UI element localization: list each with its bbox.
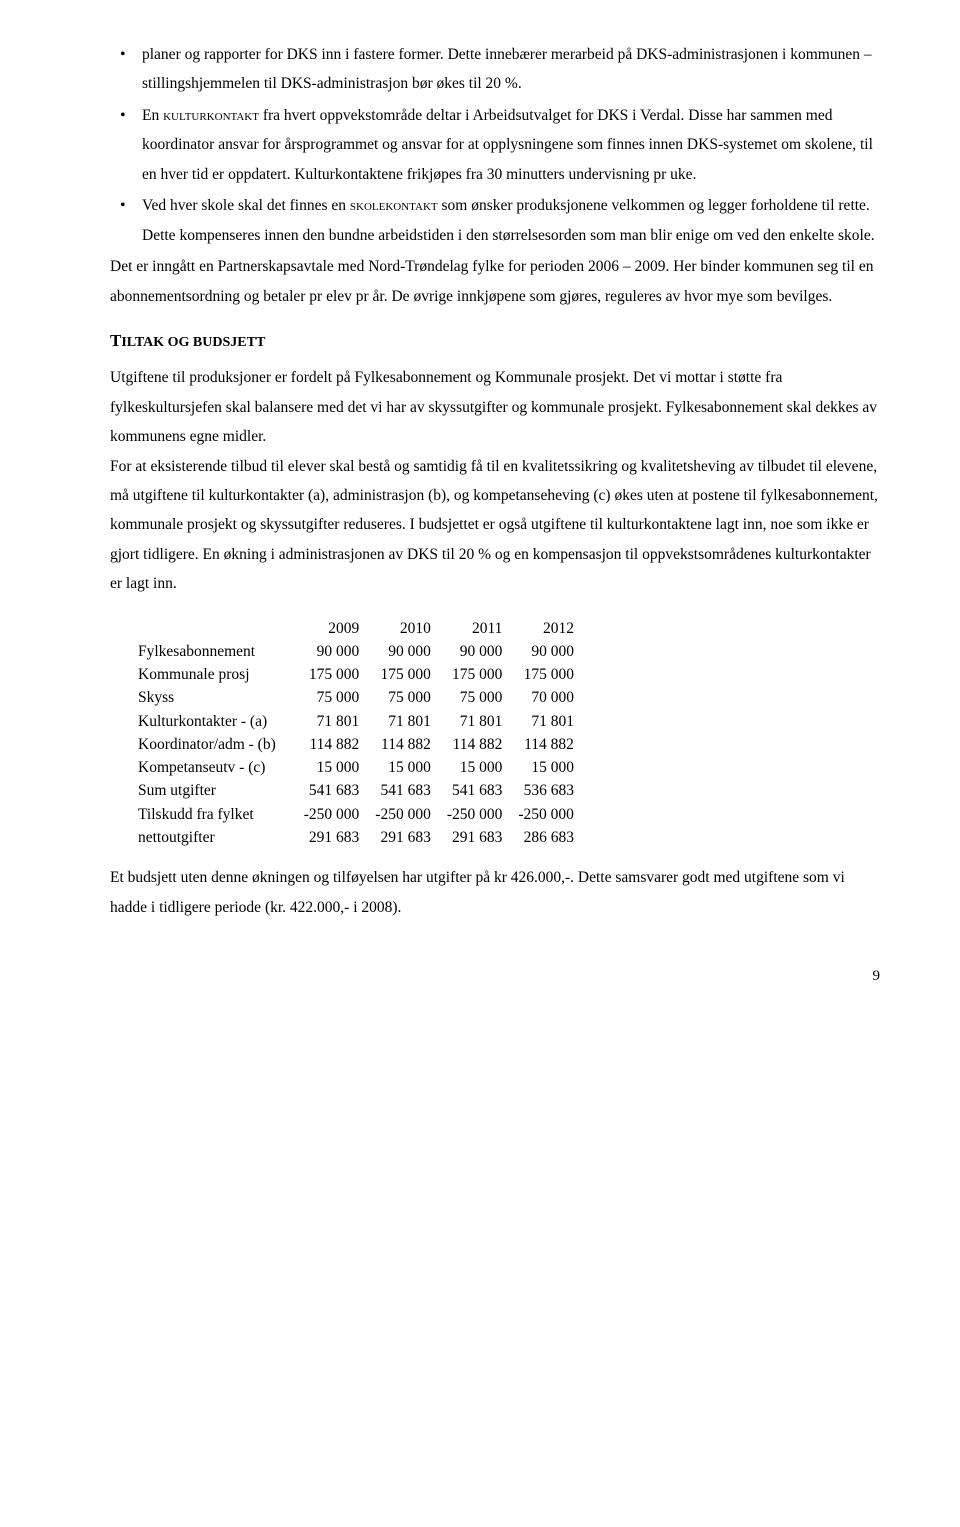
table-cell: 71 801 <box>296 710 368 733</box>
table-cell: nettoutgifter <box>138 826 296 849</box>
table-cell: 175 000 <box>439 663 511 686</box>
table-header-cell <box>138 617 296 640</box>
smallcaps-text: skolekontakt <box>350 197 438 214</box>
table-cell: 175 000 <box>296 663 368 686</box>
table-cell: 71 801 <box>439 710 511 733</box>
table-cell: Koordinator/adm - (b) <box>138 733 296 756</box>
table-cell: 541 683 <box>439 779 511 802</box>
table-row: Kompetanseutv - (c)15 00015 00015 00015 … <box>138 756 582 779</box>
heading-initial: T <box>110 331 121 350</box>
table-cell: 71 801 <box>510 710 582 733</box>
table-cell: 291 683 <box>439 826 511 849</box>
bullet-list: planer og rapporter for DKS inn i faster… <box>110 40 880 250</box>
table-cell: Kommunale prosj <box>138 663 296 686</box>
table-cell: 90 000 <box>296 640 368 663</box>
table-cell: Sum utgifter <box>138 779 296 802</box>
table-cell: -250 000 <box>296 803 368 826</box>
section-heading: TILTAK OG BUDSJETT <box>110 325 880 357</box>
table-cell: 90 000 <box>510 640 582 663</box>
table-cell: -250 000 <box>510 803 582 826</box>
body-paragraph: Utgiftene til produksjoner er fordelt på… <box>110 363 880 451</box>
table-cell: Fylkesabonnement <box>138 640 296 663</box>
table-cell: 114 882 <box>367 733 439 756</box>
table-cell: 75 000 <box>296 686 368 709</box>
table-cell: 15 000 <box>439 756 511 779</box>
table-row: nettoutgifter291 683291 683291 683286 68… <box>138 826 582 849</box>
table-header-cell: 2010 <box>367 617 439 640</box>
body-paragraph: Et budsjett uten denne økningen og tilfø… <box>110 863 880 922</box>
table-cell: 114 882 <box>296 733 368 756</box>
budget-table: 2009 2010 2011 2012 Fylkesabonnement90 0… <box>138 617 582 850</box>
body-paragraph: Det er inngått en Partnerskapsavtale med… <box>110 252 880 311</box>
table-cell: 15 000 <box>510 756 582 779</box>
table-cell: -250 000 <box>367 803 439 826</box>
table-cell: 536 683 <box>510 779 582 802</box>
body-paragraph: For at eksisterende tilbud til elever sk… <box>110 452 880 599</box>
table-header-cell: 2009 <box>296 617 368 640</box>
list-item: Ved hver skole skal det finnes en skolek… <box>110 191 880 250</box>
table-cell: 291 683 <box>296 826 368 849</box>
table-body: Fylkesabonnement90 00090 00090 00090 000… <box>138 640 582 849</box>
table-cell: Tilskudd fra fylket <box>138 803 296 826</box>
table-cell: 541 683 <box>367 779 439 802</box>
table-cell: Kulturkontakter - (a) <box>138 710 296 733</box>
heading-rest: ILTAK OG BUDSJETT <box>121 335 265 350</box>
table-row: Tilskudd fra fylket-250 000-250 000-250 … <box>138 803 582 826</box>
table-cell: 71 801 <box>367 710 439 733</box>
table-header-cell: 2011 <box>439 617 511 640</box>
table-row: Sum utgifter541 683541 683541 683536 683 <box>138 779 582 802</box>
table-row: Kulturkontakter - (a)71 80171 80171 8017… <box>138 710 582 733</box>
table-cell: 75 000 <box>367 686 439 709</box>
table-cell: 90 000 <box>367 640 439 663</box>
table-cell: 90 000 <box>439 640 511 663</box>
body-text: Ved hver skole skal det finnes en <box>142 197 350 214</box>
table-cell: 541 683 <box>296 779 368 802</box>
table-cell: 75 000 <box>439 686 511 709</box>
list-item: planer og rapporter for DKS inn i faster… <box>110 40 880 99</box>
table-header-row: 2009 2010 2011 2012 <box>138 617 582 640</box>
body-text: planer og rapporter for DKS inn i faster… <box>142 46 872 92</box>
table-row: Skyss75 00075 00075 00070 000 <box>138 686 582 709</box>
table-cell: Kompetanseutv - (c) <box>138 756 296 779</box>
table-cell: 114 882 <box>510 733 582 756</box>
table-cell: 70 000 <box>510 686 582 709</box>
table-cell: 175 000 <box>367 663 439 686</box>
table-header-cell: 2012 <box>510 617 582 640</box>
table-cell: 286 683 <box>510 826 582 849</box>
table-row: Fylkesabonnement90 00090 00090 00090 000 <box>138 640 582 663</box>
smallcaps-text: kulturkontakt <box>163 107 259 124</box>
table-cell: 15 000 <box>296 756 368 779</box>
table-cell: Skyss <box>138 686 296 709</box>
table-cell: 114 882 <box>439 733 511 756</box>
table-cell: 291 683 <box>367 826 439 849</box>
page-number: 9 <box>110 962 880 991</box>
table-cell: -250 000 <box>439 803 511 826</box>
table-row: Koordinator/adm - (b)114 882114 882114 8… <box>138 733 582 756</box>
table-row: Kommunale prosj175 000175 000175 000175 … <box>138 663 582 686</box>
list-item: En kulturkontakt fra hvert oppvekstområd… <box>110 101 880 189</box>
table-cell: 175 000 <box>510 663 582 686</box>
body-text: En <box>142 107 163 124</box>
table-cell: 15 000 <box>367 756 439 779</box>
